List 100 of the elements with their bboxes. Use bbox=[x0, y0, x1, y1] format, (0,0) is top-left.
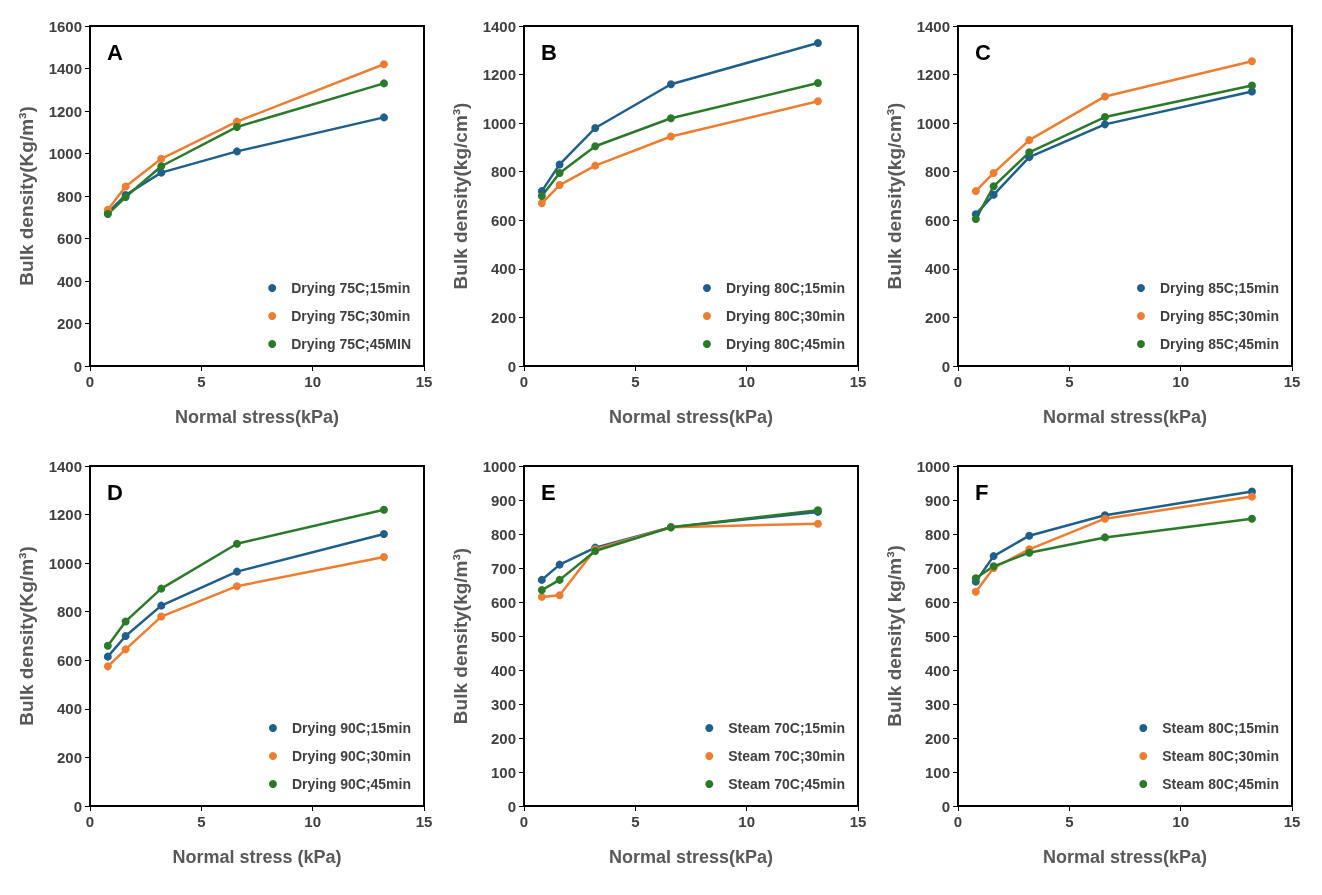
x-axis-title: Normal stress (kPa) bbox=[172, 847, 342, 867]
point bbox=[1247, 492, 1256, 501]
point bbox=[813, 519, 822, 528]
x-tick-label: 10 bbox=[1172, 813, 1190, 830]
x-tick-label: 5 bbox=[197, 373, 206, 390]
point bbox=[379, 79, 388, 88]
x-tick-label: 10 bbox=[304, 373, 322, 390]
y-tick-label: 400 bbox=[924, 260, 950, 278]
y-tick-label: 700 bbox=[490, 559, 516, 577]
x-tick-label: 0 bbox=[953, 373, 963, 390]
y-tick-label: 800 bbox=[490, 525, 516, 543]
point bbox=[555, 160, 564, 169]
x-tick-label: 15 bbox=[1283, 373, 1301, 390]
point bbox=[666, 114, 675, 123]
y-tick-label: 1200 bbox=[48, 102, 82, 120]
x-tick-label: 15 bbox=[415, 813, 433, 830]
x-tick-label: 0 bbox=[85, 813, 95, 830]
legend-label: Drying 75C;30min bbox=[291, 308, 411, 324]
x-tick-label: 10 bbox=[1172, 373, 1190, 390]
y-tick-label: 600 bbox=[924, 593, 950, 611]
y-tick-label: 200 bbox=[490, 308, 516, 326]
point bbox=[555, 575, 564, 584]
y-tick-label: 1000 bbox=[916, 114, 950, 132]
legend-label: Drying 85C;45min bbox=[1159, 336, 1280, 352]
point bbox=[1100, 120, 1109, 129]
y-tick-label: 500 bbox=[924, 627, 950, 645]
y-tick-label: 300 bbox=[490, 695, 516, 713]
point bbox=[537, 575, 546, 584]
legend-label: Drying 80C;30min bbox=[725, 308, 846, 324]
point bbox=[103, 652, 112, 661]
y-tick-label: 800 bbox=[924, 525, 950, 543]
y-tick-label: 600 bbox=[924, 211, 950, 229]
point bbox=[1247, 57, 1256, 66]
point bbox=[232, 122, 241, 131]
x-axis-title: Normal stress(kPa) bbox=[608, 847, 774, 867]
point bbox=[989, 182, 998, 191]
y-tick-label: 1400 bbox=[482, 17, 516, 35]
point bbox=[537, 586, 546, 595]
y-axis-title: Bulk density(Kg/m³) bbox=[16, 546, 37, 726]
y-tick-label: 1400 bbox=[48, 60, 82, 77]
y-tick-label: 900 bbox=[924, 491, 950, 509]
y-tick-label: 600 bbox=[490, 593, 516, 611]
legend-label: Steam 70C;45min bbox=[728, 776, 845, 792]
y-tick-label: 600 bbox=[56, 651, 82, 669]
point bbox=[1100, 113, 1109, 122]
point bbox=[379, 530, 388, 538]
point bbox=[591, 142, 600, 151]
point bbox=[1247, 87, 1256, 96]
y-tick-label: 200 bbox=[924, 308, 950, 326]
point bbox=[232, 539, 241, 548]
point bbox=[121, 617, 130, 626]
legend-label: Drying 90C;15min bbox=[291, 720, 412, 736]
x-tick-label: 0 bbox=[519, 813, 529, 830]
y-tick-label: 1200 bbox=[916, 66, 950, 84]
point bbox=[971, 215, 980, 224]
y-axis-title: Bulk density(kg/m³) bbox=[450, 547, 471, 725]
point bbox=[103, 662, 112, 671]
y-tick-label: 1200 bbox=[482, 66, 516, 84]
point bbox=[813, 39, 822, 47]
y-tick-label: 600 bbox=[56, 230, 82, 247]
point bbox=[157, 162, 166, 171]
y-tick-label: 800 bbox=[56, 187, 82, 205]
y-tick-label: 1600 bbox=[48, 17, 82, 35]
legend-label: Drying 85C;15min bbox=[1159, 280, 1280, 296]
legend-label: Drying 75C;15min bbox=[291, 280, 411, 296]
y-axis-title: Bulk density(kg/cm³) bbox=[450, 102, 471, 290]
point bbox=[537, 199, 546, 208]
legend-label: Steam 70C;30min bbox=[728, 748, 845, 764]
y-tick-label: 1000 bbox=[916, 457, 950, 475]
point bbox=[232, 147, 241, 156]
x-tick-label: 0 bbox=[953, 813, 963, 830]
x-tick-label: 10 bbox=[738, 813, 756, 830]
point bbox=[157, 601, 166, 610]
point bbox=[555, 591, 564, 600]
point bbox=[591, 161, 600, 170]
y-tick-label: 1400 bbox=[916, 17, 950, 35]
y-tick-label: 700 bbox=[924, 559, 950, 577]
point bbox=[1025, 136, 1034, 145]
point bbox=[232, 582, 241, 591]
y-tick-label: 100 bbox=[924, 763, 950, 781]
y-tick-label: 500 bbox=[490, 627, 516, 645]
legend-label: Drying 90C;45min bbox=[291, 776, 412, 792]
point bbox=[989, 168, 998, 177]
text: E bbox=[541, 479, 556, 505]
y-tick-label: 300 bbox=[924, 695, 950, 713]
point bbox=[379, 553, 388, 562]
y-tick-label: 200 bbox=[490, 729, 516, 747]
text: F bbox=[975, 479, 989, 505]
x-tick-label: 10 bbox=[304, 813, 322, 830]
point bbox=[157, 154, 166, 163]
point bbox=[1100, 533, 1109, 542]
text: D bbox=[107, 479, 123, 505]
point bbox=[989, 552, 998, 561]
y-tick-label: 0 bbox=[73, 357, 82, 375]
point bbox=[121, 645, 130, 654]
legend-label: Steam 70C;15min bbox=[728, 720, 845, 736]
x-tick-label: 15 bbox=[1283, 813, 1301, 830]
y-tick-label: 400 bbox=[924, 661, 950, 679]
point bbox=[537, 192, 546, 200]
point bbox=[379, 60, 388, 69]
